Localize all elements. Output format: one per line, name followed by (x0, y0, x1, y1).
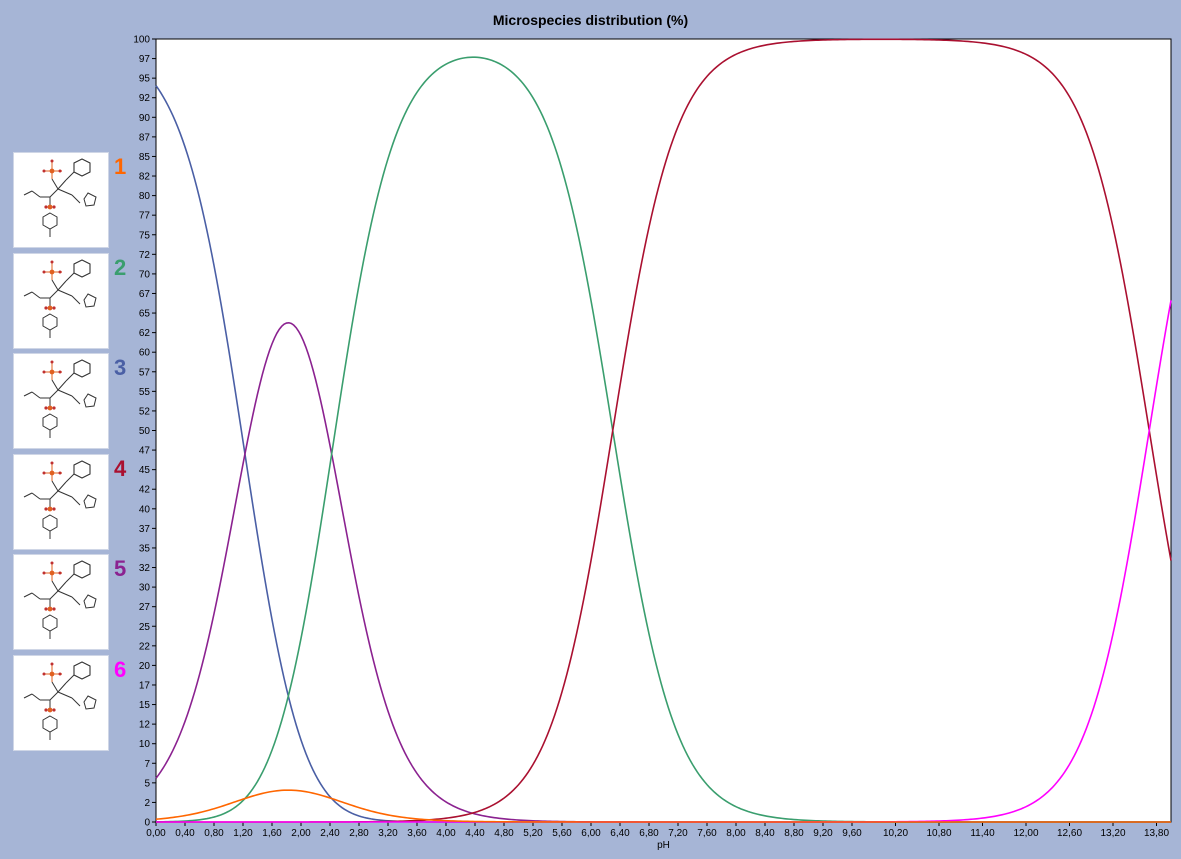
y-tick-label: 80 (139, 191, 151, 202)
structure-image-3 (13, 353, 109, 449)
x-tick-label: 4,00 (436, 828, 456, 839)
x-tick-label: 11,40 (970, 828, 995, 839)
y-tick-label: 52 (139, 406, 151, 417)
x-tick-label: 7,60 (697, 828, 717, 839)
y-tick-label: 17 (139, 680, 151, 691)
x-tick-label: 0,00 (146, 828, 166, 839)
plot-area (155, 38, 1172, 823)
y-tick-label: 82 (139, 172, 151, 183)
y-tick-label: 75 (139, 230, 151, 241)
y-tick-label: 7 (144, 759, 150, 770)
x-tick-label: 8,00 (726, 828, 746, 839)
x-tick-label: 12,00 (1013, 828, 1038, 839)
x-tick-label: 2,00 (291, 828, 311, 839)
y-tick-label: 65 (139, 309, 151, 320)
y-tick-label: 40 (139, 504, 151, 515)
x-tick-label: 5,60 (552, 828, 572, 839)
x-tick-label: 6,80 (639, 828, 659, 839)
y-tick-label: 85 (139, 152, 151, 163)
y-tick-label: 95 (139, 74, 151, 85)
y-tick-label: 30 (139, 583, 151, 594)
x-tick-label: 12,60 (1057, 828, 1082, 839)
x-tick-label: 4,40 (465, 828, 485, 839)
x-tick-label: 6,40 (610, 828, 630, 839)
y-tick-label: 100 (133, 35, 150, 46)
y-tick-label: 5 (144, 778, 150, 789)
y-tick-label: 10 (139, 739, 151, 750)
x-tick-label: 8,40 (755, 828, 775, 839)
series-1-line (155, 789, 1171, 823)
y-tick-label: 60 (139, 348, 151, 359)
x-axis-label: pH (657, 840, 670, 851)
y-tick-label: 27 (139, 602, 151, 613)
structure-label-5: 5 (114, 556, 127, 581)
structure-label-1: 1 (114, 154, 127, 179)
structure-image-4 (13, 453, 109, 550)
structure-label-3: 3 (114, 355, 127, 380)
y-tick-label: 97 (139, 54, 151, 65)
x-tick-label: 4,80 (494, 828, 514, 839)
y-tick-label: 12 (139, 720, 151, 731)
x-tick-label: 3,60 (407, 828, 427, 839)
y-tick-label: 2 (144, 798, 150, 809)
structure-image-5 (13, 554, 109, 650)
x-tick-label: 1,60 (262, 828, 282, 839)
x-tick-label: 3,20 (378, 828, 398, 839)
y-tick-label: 57 (139, 367, 151, 378)
x-tick-label: 0,80 (204, 828, 224, 839)
x-tick-label: 13,20 (1100, 828, 1125, 839)
y-tick-label: 22 (139, 641, 151, 652)
y-tick-label: 35 (139, 543, 151, 554)
x-tick-label: 9,20 (813, 828, 833, 839)
y-tick-label: 42 (139, 485, 151, 496)
x-tick-label: 6,00 (581, 828, 601, 839)
x-tick-label: 8,80 (784, 828, 804, 839)
y-tick-label: 72 (139, 250, 151, 261)
x-tick-label: 10,80 (926, 828, 951, 839)
x-tick-label: 0,40 (175, 828, 195, 839)
y-tick-label: 70 (139, 269, 151, 280)
y-tick-label: 37 (139, 524, 151, 535)
y-tick-label: 87 (139, 132, 151, 143)
x-tick-label: 7,20 (668, 828, 688, 839)
y-tick-label: 45 (139, 465, 151, 476)
y-tick-label: 55 (139, 387, 151, 398)
y-tick-label: 47 (139, 446, 151, 457)
structure-label-2: 2 (114, 254, 127, 280)
structure-image-6 (13, 654, 109, 751)
y-tick-label: 62 (139, 328, 151, 339)
chart-title: Microspecies distribution (%) (492, 12, 689, 28)
x-tick-label: 13,80 (1144, 828, 1169, 839)
y-tick-label: 15 (139, 700, 151, 711)
y-tick-label: 90 (139, 113, 151, 124)
structure-label-4: 4 (114, 455, 127, 481)
x-tick-label: 2,80 (349, 828, 369, 839)
structure-image-1 (13, 152, 109, 248)
x-tick-label: 1,20 (233, 828, 253, 839)
y-tick-label: 25 (139, 622, 151, 633)
y-tick-label: 50 (139, 426, 151, 437)
y-tick-label: 0 (144, 818, 150, 829)
y-tick-label: 32 (139, 563, 151, 574)
x-tick-label: 2,40 (320, 828, 340, 839)
x-tick-label: 9,60 (842, 828, 862, 839)
x-tick-label: 10,20 (883, 828, 908, 839)
y-tick-label: 92 (139, 93, 151, 104)
structure-image-2 (13, 252, 109, 349)
y-tick-label: 67 (139, 289, 151, 300)
y-tick-label: 77 (139, 211, 151, 222)
y-tick-label: 20 (139, 661, 151, 672)
x-tick-label: 5,20 (523, 828, 543, 839)
structure-label-6: 6 (114, 656, 127, 682)
